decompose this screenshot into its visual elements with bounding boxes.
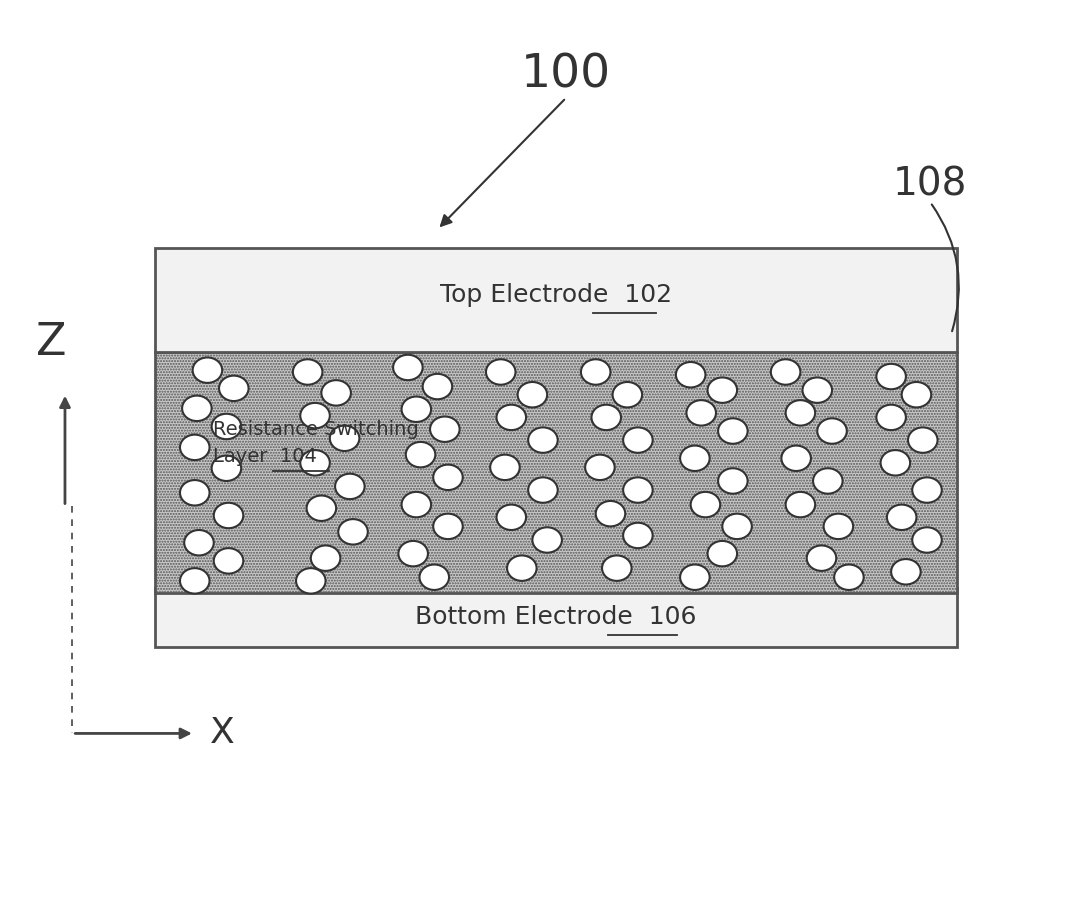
Circle shape — [881, 450, 910, 476]
Circle shape — [680, 445, 710, 471]
Circle shape — [507, 555, 537, 581]
Circle shape — [580, 360, 610, 384]
Circle shape — [532, 527, 562, 552]
Circle shape — [330, 426, 359, 451]
Circle shape — [781, 445, 811, 471]
Text: X: X — [210, 716, 234, 751]
Circle shape — [402, 491, 431, 517]
Circle shape — [293, 360, 323, 384]
Circle shape — [877, 405, 905, 431]
Text: 108: 108 — [893, 165, 967, 203]
Circle shape — [496, 405, 526, 431]
Circle shape — [887, 504, 916, 530]
Circle shape — [192, 358, 222, 383]
Circle shape — [430, 417, 460, 442]
Circle shape — [338, 519, 368, 545]
Circle shape — [528, 478, 558, 502]
Circle shape — [486, 360, 515, 384]
Circle shape — [623, 428, 653, 453]
Circle shape — [708, 541, 738, 566]
Circle shape — [214, 549, 244, 573]
Circle shape — [180, 480, 210, 505]
Circle shape — [335, 474, 365, 499]
Circle shape — [676, 362, 706, 387]
Circle shape — [814, 468, 842, 493]
Circle shape — [718, 468, 747, 493]
Text: 100: 100 — [521, 53, 611, 98]
Circle shape — [433, 465, 463, 491]
Circle shape — [908, 428, 938, 453]
Circle shape — [180, 568, 210, 594]
Circle shape — [818, 419, 847, 443]
FancyArrowPatch shape — [932, 205, 959, 331]
Circle shape — [912, 527, 942, 552]
Circle shape — [300, 403, 330, 429]
Circle shape — [307, 495, 336, 521]
Circle shape — [723, 514, 752, 539]
Circle shape — [212, 414, 242, 439]
Circle shape — [399, 541, 428, 566]
Circle shape — [585, 455, 615, 480]
Circle shape — [691, 491, 721, 517]
Circle shape — [419, 564, 449, 590]
Circle shape — [686, 400, 716, 426]
Circle shape — [393, 355, 422, 380]
Circle shape — [786, 400, 816, 426]
Circle shape — [912, 478, 942, 502]
Text: Layer  104: Layer 104 — [213, 447, 316, 466]
Text: Resistance Switching: Resistance Switching — [213, 420, 418, 439]
Circle shape — [296, 568, 326, 594]
Bar — [155, 248, 957, 352]
Circle shape — [901, 382, 931, 408]
Circle shape — [322, 380, 351, 406]
Circle shape — [300, 450, 330, 476]
Circle shape — [496, 504, 526, 530]
Circle shape — [491, 455, 520, 480]
Circle shape — [528, 428, 558, 453]
Circle shape — [591, 405, 621, 431]
Circle shape — [877, 364, 905, 389]
Text: Z: Z — [36, 322, 66, 364]
Circle shape — [708, 377, 738, 403]
Circle shape — [807, 546, 836, 571]
Bar — [155, 352, 957, 593]
Circle shape — [422, 373, 452, 399]
Bar — [155, 588, 957, 647]
Circle shape — [595, 501, 625, 526]
Circle shape — [623, 523, 653, 549]
Circle shape — [718, 419, 747, 443]
Circle shape — [823, 514, 853, 539]
Circle shape — [182, 396, 212, 421]
Circle shape — [402, 396, 431, 422]
Circle shape — [613, 382, 642, 408]
Circle shape — [771, 360, 801, 384]
Circle shape — [214, 502, 244, 528]
Circle shape — [212, 455, 242, 481]
Circle shape — [803, 377, 832, 403]
Circle shape — [680, 564, 710, 590]
Circle shape — [834, 564, 864, 590]
Circle shape — [786, 491, 816, 517]
Circle shape — [180, 434, 210, 460]
Circle shape — [311, 546, 340, 571]
Circle shape — [623, 478, 653, 502]
Circle shape — [406, 442, 435, 467]
Circle shape — [892, 559, 920, 585]
Circle shape — [219, 375, 249, 401]
Circle shape — [517, 382, 547, 408]
Circle shape — [433, 514, 463, 539]
Text: Top Electrode  102: Top Electrode 102 — [439, 283, 671, 307]
Circle shape — [602, 555, 632, 581]
Circle shape — [184, 530, 214, 555]
Text: Bottom Electrode  106: Bottom Electrode 106 — [415, 605, 696, 629]
